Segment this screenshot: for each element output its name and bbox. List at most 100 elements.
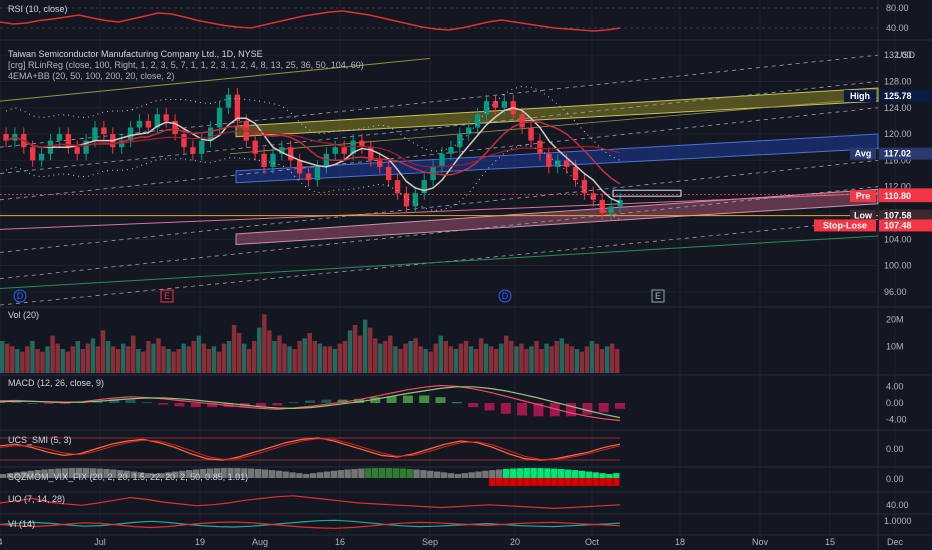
macd-hist-9: [141, 402, 152, 404]
sqz-hist-up-27: [186, 470, 193, 478]
event-marker-3: [651, 289, 665, 303]
vol-bar-20: [100, 330, 106, 373]
uo-tick-0: 40.00: [886, 500, 909, 510]
vol-bar-117: [589, 341, 595, 373]
candle-body-29: [261, 153, 267, 167]
sqz-hist-up-28: [192, 469, 200, 478]
macd-tick-0: 4.00: [886, 381, 904, 391]
sqz-hist-up-49: [337, 470, 344, 478]
vol-bar-19: [95, 346, 101, 373]
x-tick-9: Nov: [752, 537, 769, 547]
sqz-hist-up-55: [378, 468, 386, 478]
candle-body-22: [199, 140, 205, 154]
sqz-hist-up-63: [434, 471, 441, 478]
sqz-hist-up-33: [227, 468, 234, 478]
x-tick-11: Dec: [887, 537, 904, 547]
axis-value-1: 117.02: [884, 149, 911, 159]
x-tick-2: 19: [195, 537, 205, 547]
sqz-hist-up-40: [275, 470, 282, 478]
candle-body-21: [190, 147, 196, 154]
price-title: Taiwan Semiconductor Manufacturing Compa…: [8, 49, 263, 59]
macd-hist-18: [288, 402, 299, 404]
sqz-hist-up-85: [585, 471, 592, 478]
sqz-hist-down-89: [613, 478, 620, 486]
candle-body-38: [341, 147, 347, 154]
sqz-hist-down-77: [530, 478, 537, 486]
axis-value-3: 110.80: [884, 191, 911, 201]
sqz-hist-up-56: [385, 468, 393, 478]
event-marker-text-1: E: [164, 291, 170, 301]
price-tick-3: 120.00: [884, 129, 912, 139]
sqz-hist-up-77: [530, 468, 537, 478]
vol-bar-32: [161, 346, 166, 373]
sqz-hist-up-21: [144, 473, 152, 478]
sqz-hist-up-16: [110, 469, 117, 478]
candle-body-31: [279, 147, 285, 154]
vol-bar-15: [75, 341, 81, 373]
vol-bar-122: [614, 349, 620, 373]
sqz-hist-up-19: [130, 471, 138, 478]
sqz-hist-up-57: [392, 468, 400, 478]
candle-body-15: [136, 120, 143, 128]
axis-value-bg-5: [879, 219, 932, 232]
price-tick-4: 116.00: [884, 155, 911, 165]
candle-body-60: [537, 140, 543, 154]
sqz-hist-down-85: [585, 478, 592, 486]
vol-bar-66: [332, 349, 338, 373]
macd-signal-line: [0, 386, 621, 419]
vol-bar-49: [246, 349, 252, 373]
sqz-hist-up-64: [440, 472, 448, 478]
vol-bar-112: [564, 343, 569, 373]
sqz-hist-up-18: [124, 470, 131, 478]
vol-bar-89: [448, 346, 454, 373]
vol-bar-40: [201, 343, 207, 373]
sqz-hist-up-41: [282, 471, 289, 478]
sqz-hist-up-24: [165, 472, 172, 478]
vol-bar-22: [110, 346, 116, 373]
candle-body-16: [145, 120, 152, 128]
vol-bar-42: [211, 346, 217, 373]
price-tick-1: 128.00: [884, 76, 912, 86]
vol-bar-114: [574, 349, 580, 373]
vol-bar-16: [80, 349, 86, 373]
sqz-hist-up-45: [310, 473, 317, 478]
vol-bar-4: [20, 351, 25, 373]
vol-bar-100: [504, 335, 509, 373]
vol-bar-11: [55, 343, 60, 373]
vol-bar-65: [327, 346, 333, 373]
vol-bar-41: [206, 349, 212, 373]
reg-gold-line-2: [229, 97, 879, 155]
candle-body-30: [270, 153, 276, 167]
vol-bar-70: [352, 325, 358, 373]
sqz-hist-down-76: [523, 478, 530, 486]
vol-bar-36: [181, 343, 186, 373]
vol-bar-18: [90, 338, 96, 373]
macd-hist-3: [43, 403, 54, 404]
sqz-hist-up-5: [34, 470, 41, 478]
sqz-hist-up-23: [158, 473, 165, 478]
vol-bar-105: [529, 346, 534, 373]
vol-bar-67: [337, 343, 343, 373]
candle-body-8: [74, 147, 80, 154]
axis-label-tag-3: [850, 190, 876, 203]
vol-bar-5: [25, 346, 30, 373]
vi-minus-line: [0, 521, 621, 529]
sqz-hist-up-12: [82, 468, 90, 478]
macd-tick-2: -4.00: [886, 415, 907, 425]
vol-bar-73: [367, 327, 373, 373]
sqz-hist-up-46: [316, 472, 324, 478]
vol-bar-13: [65, 351, 70, 373]
candle-body-42: [377, 160, 383, 167]
price-tick-0: 132.00: [884, 50, 912, 60]
vol-bar-101: [509, 341, 514, 373]
axis-value-bg-3: [879, 190, 932, 203]
candle-body-64: [572, 166, 579, 181]
vol-bar-78: [393, 346, 398, 373]
sqz-hist-down-87: [599, 478, 606, 486]
axis-label-text-4: Low: [854, 211, 873, 221]
candle-body-0: [3, 134, 9, 141]
candle-body-35: [314, 166, 321, 181]
vol-bar-104: [524, 349, 529, 373]
sqz-hist-up-69: [475, 471, 482, 478]
